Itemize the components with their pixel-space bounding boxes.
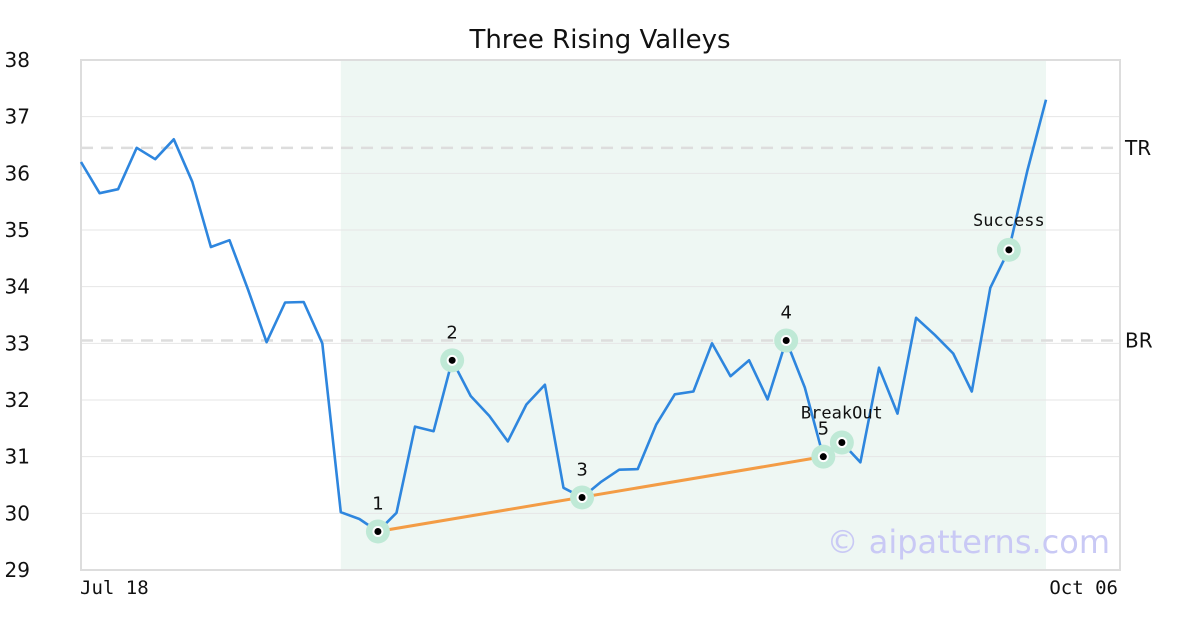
reference-label-tr: TR [1124, 136, 1151, 160]
y-tick-label: 38 [5, 48, 30, 72]
pattern-point-marker-dot [819, 453, 827, 461]
pattern-point-label: 2 [446, 322, 457, 343]
annotation-label: Success [973, 211, 1045, 231]
pattern-point-marker-dot [448, 356, 456, 364]
pattern-window-shade [340, 60, 1046, 570]
y-tick-label: 35 [5, 218, 30, 242]
pattern-point-label: 5 [818, 419, 829, 440]
y-tick-label: 30 [5, 501, 30, 525]
annotation-marker-dot [1005, 246, 1013, 254]
y-tick-label: 34 [5, 275, 30, 299]
trendline [377, 455, 824, 533]
x-tick-start: Jul 18 [80, 577, 149, 599]
y-tick-label: 32 [5, 388, 30, 412]
reference-label-br: BR [1125, 329, 1153, 353]
plot-frame [80, 59, 1121, 571]
pattern-point-marker-dot [782, 337, 790, 344]
x-tick-end: Oct 06 [1049, 577, 1118, 599]
pattern-point-marker-dot [578, 493, 586, 501]
pattern-point-label: 4 [780, 303, 791, 324]
y-tick-label: 31 [5, 445, 30, 469]
annotation-marker-dot [838, 439, 846, 446]
y-tick-label: 33 [5, 331, 30, 355]
pattern-point-label: 1 [372, 493, 383, 514]
plot-area: 29303132333435363738TRBR12345BreakOutSuc… [5, 48, 1153, 582]
y-tick-label: 29 [5, 558, 30, 582]
watermark: © aipatterns.com [827, 523, 1110, 561]
pattern-point-marker-dot [374, 527, 382, 535]
pattern-point-label: 3 [576, 459, 587, 480]
price-line [79, 99, 1048, 533]
annotation-label: BreakOut [801, 404, 883, 424]
y-tick-label: 37 [5, 105, 30, 129]
y-tick-label: 36 [5, 161, 30, 185]
chart-title: Three Rising Valleys [468, 25, 730, 55]
